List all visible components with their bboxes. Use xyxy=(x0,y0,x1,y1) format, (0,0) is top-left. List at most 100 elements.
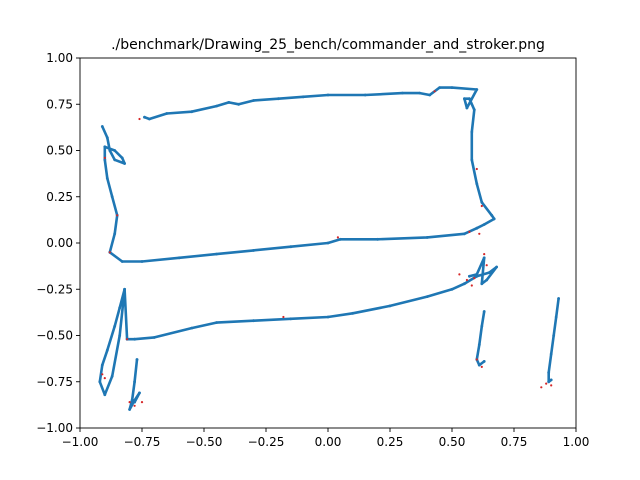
stroke-point xyxy=(363,93,367,97)
red-marker-point xyxy=(470,284,473,287)
stroke-point xyxy=(438,86,441,89)
y-tick-label: −1.00 xyxy=(36,421,73,435)
stroke-point xyxy=(463,282,466,286)
stroke-point xyxy=(135,358,139,361)
stroke-point xyxy=(190,326,194,330)
y-axis: −1.00 −0.75 −0.50 −0.25 0.00 0.25 0.50 0.75 1.00 xyxy=(36,51,80,435)
stroke-point xyxy=(470,158,474,162)
stroke-point xyxy=(120,156,124,160)
stroke-point xyxy=(123,162,126,165)
red-marker-point xyxy=(282,315,285,319)
stroke-point xyxy=(227,101,231,104)
red-marker-point xyxy=(465,278,468,282)
stroke-point xyxy=(482,360,486,363)
stroke-point xyxy=(549,378,553,382)
stroke-point xyxy=(485,278,489,282)
markers-layer xyxy=(101,90,553,407)
stroke-point xyxy=(472,108,476,112)
x-tick-label: −0.50 xyxy=(186,435,223,449)
stroke-point xyxy=(326,241,330,245)
stroke-point xyxy=(289,317,293,321)
stroke-point xyxy=(118,334,122,337)
stroke-point xyxy=(113,149,117,152)
stroke-point xyxy=(100,363,104,367)
stroke-point xyxy=(480,324,484,328)
stroke-point xyxy=(351,311,355,315)
stroke-point xyxy=(388,304,392,308)
y-tick-label: −0.75 xyxy=(36,375,73,389)
x-tick-label: 1.00 xyxy=(563,435,590,449)
red-marker-point xyxy=(550,384,553,387)
red-marker-point xyxy=(128,401,131,404)
red-marker-point xyxy=(336,236,339,239)
stroke-point xyxy=(547,380,551,384)
red-marker-point xyxy=(116,214,119,217)
stroke-point xyxy=(138,391,141,395)
stroke-point xyxy=(103,158,107,162)
stroke-point xyxy=(252,99,256,102)
stroke-point xyxy=(252,249,256,252)
stroke-point xyxy=(552,334,556,337)
stroke-point xyxy=(557,297,560,300)
stroke-point xyxy=(133,337,137,341)
red-marker-point xyxy=(545,382,548,385)
stroke-point xyxy=(108,149,112,152)
y-tick-label: 0.00 xyxy=(46,236,73,250)
stroke-point xyxy=(477,363,481,367)
stroke-point xyxy=(549,352,553,356)
stroke-point xyxy=(120,260,124,263)
stroke-point xyxy=(480,282,484,286)
red-marker-point xyxy=(140,401,144,404)
stroke-point xyxy=(401,91,404,95)
stroke-point xyxy=(463,97,466,101)
stroke-point xyxy=(425,295,429,298)
x-tick-label: −0.25 xyxy=(248,435,285,449)
red-marker-point xyxy=(458,273,461,276)
stroke-point xyxy=(118,306,122,310)
red-marker-point xyxy=(433,90,436,93)
stroke-point xyxy=(105,348,109,352)
stroke-point xyxy=(215,252,218,256)
stroke-point xyxy=(418,91,422,95)
x-tick-label: 0.75 xyxy=(501,435,528,449)
stroke-point xyxy=(475,88,479,91)
stroke-point xyxy=(110,195,114,199)
stroke-point xyxy=(177,256,181,260)
stroke-point xyxy=(468,97,471,101)
stroke-point xyxy=(482,256,486,260)
stroke-point xyxy=(482,223,486,226)
red-marker-point xyxy=(478,232,481,235)
x-tick-label: 0.00 xyxy=(315,435,342,449)
y-tick-label: 0.75 xyxy=(46,97,73,111)
stroke-point xyxy=(450,86,454,89)
stroke-point xyxy=(425,236,429,239)
stroke-point xyxy=(123,287,126,291)
x-tick-label: 0.25 xyxy=(377,435,404,449)
stroke-point xyxy=(113,232,117,236)
stroke-point xyxy=(105,176,109,180)
stroke-point xyxy=(190,110,194,114)
stroke-point xyxy=(475,273,479,276)
stroke-point xyxy=(547,371,551,374)
red-marker-point xyxy=(108,251,111,254)
y-tick-label: 0.25 xyxy=(46,190,73,204)
stroke-point xyxy=(277,97,280,101)
red-marker-point xyxy=(138,117,141,121)
stroke-point xyxy=(98,380,102,384)
red-marker-point xyxy=(103,156,106,159)
red-marker-point xyxy=(475,167,478,171)
stroke-point xyxy=(490,213,494,217)
stroke-point xyxy=(492,217,496,221)
red-marker-point xyxy=(133,404,136,407)
stroke-point xyxy=(465,106,469,110)
stroke-point xyxy=(215,104,218,108)
stroke-point xyxy=(480,200,484,204)
stroke-point xyxy=(477,343,481,347)
stroke-point xyxy=(140,260,144,263)
stroke-point xyxy=(428,93,432,97)
stroke-point xyxy=(133,380,137,384)
stroke-point xyxy=(237,102,241,106)
stroke-point xyxy=(470,130,474,134)
stroke-point xyxy=(475,182,479,186)
stroke-point xyxy=(215,321,218,324)
